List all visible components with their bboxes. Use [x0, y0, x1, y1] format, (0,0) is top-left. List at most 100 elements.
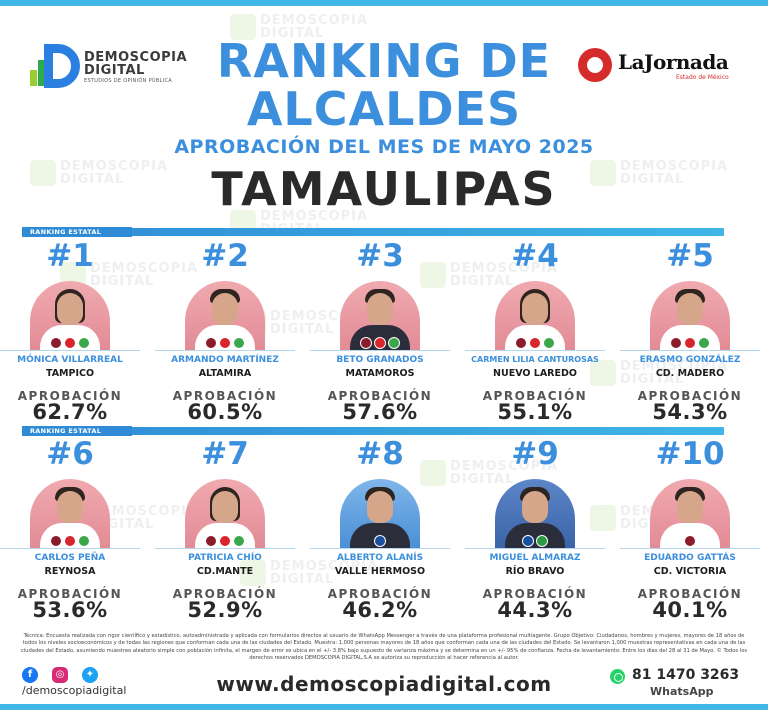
social-handle[interactable]: /demoscopiadigital — [22, 684, 127, 697]
approval-label: APROBACIÓN — [172, 389, 278, 403]
party-badges — [30, 535, 110, 547]
mayor-card: #10 EDUARDO GATTÁS CD. VICTORIA APROBACI… — [620, 439, 760, 629]
approval-value: 62.7% — [32, 400, 108, 424]
facebook-icon[interactable]: f — [22, 666, 38, 683]
divider — [620, 350, 760, 351]
mayor-card: #8 ALBERTO ALANÍS VALLE HERMOSO APROBACI… — [310, 439, 450, 629]
top-border — [0, 0, 768, 6]
pan-party-icon — [374, 535, 386, 547]
mayor-city: ALTAMIRA — [198, 368, 252, 379]
mayor-photo — [650, 479, 730, 549]
methodology-footnote: Técnica: Encuesta realizada con rigor ci… — [20, 633, 748, 662]
mayor-name: ERASMO GONZÁLEZ — [639, 355, 741, 365]
state-title: TAMAULIPAS — [211, 162, 557, 216]
party-badges — [495, 337, 575, 349]
mayor-city: CD.MANTE — [196, 566, 254, 577]
phone-number[interactable]: 81 1470 3263 — [632, 667, 740, 683]
mayor-photo — [495, 479, 575, 549]
morena-party-icon — [670, 337, 682, 349]
mayor-name: ARMANDO MARTÍNEZ — [171, 355, 279, 365]
approval-label: APROBACIÓN — [482, 587, 588, 601]
mayor-city: CD. MADERO — [655, 368, 725, 379]
mayor-name: CARMEN LILIA CANTUROSAS — [471, 355, 599, 364]
divider — [0, 350, 140, 351]
approval-label: APROBACIÓN — [327, 587, 433, 601]
mayor-name: CARLOS PEÑA — [34, 553, 106, 563]
divider — [620, 548, 760, 549]
divider — [310, 350, 450, 351]
approval-value: 54.3% — [652, 400, 728, 424]
divider — [155, 350, 295, 351]
divider — [465, 350, 605, 351]
mayor-card: #5 ERASMO GONZÁLEZ CD. MADERO APROBACIÓN… — [620, 241, 760, 431]
party-badges — [185, 337, 265, 349]
logo-name-line1: DEMOSCOPIA — [84, 50, 188, 65]
mayor-card: #6 CARLOS PEÑA REYNOSA APROBACIÓN 53.6% — [0, 439, 140, 629]
mayor-card: #3 BETO GRANADOS MATAMOROS APROBACIÓN 57… — [310, 241, 450, 431]
partner-region: Estado de México — [676, 74, 729, 81]
approval-label: APROBACIÓN — [17, 587, 123, 601]
approval-label: APROBACIÓN — [637, 587, 743, 601]
mayor-city: CD. VICTORIA — [653, 566, 727, 577]
verde-party-icon — [233, 337, 245, 349]
approval-value: 52.9% — [187, 598, 263, 622]
rank-number: #1 — [46, 238, 94, 274]
mayor-name: MÓNICA VILLARREAL — [17, 355, 123, 365]
verde-party-icon — [388, 337, 400, 349]
mayor-city: REYNOSA — [44, 566, 96, 577]
la-jornada-emblem-icon — [578, 48, 612, 82]
mayor-photo — [495, 281, 575, 351]
approval-label: APROBACIÓN — [482, 389, 588, 403]
verde-party-icon — [233, 535, 245, 547]
party-badges — [650, 337, 730, 349]
verde-party-icon — [78, 337, 90, 349]
partner-name: LaJornada — [618, 50, 729, 74]
bottom-border — [0, 704, 768, 710]
divider — [155, 548, 295, 549]
mayor-photo — [30, 281, 110, 351]
whatsapp-label: WhatsApp — [650, 685, 714, 698]
instagram-icon[interactable]: ◎ — [52, 666, 68, 683]
mayor-city: NUEVO LAREDO — [493, 368, 577, 379]
mayor-photo — [30, 479, 110, 549]
logo-name-line2: DIGITAL — [84, 63, 145, 78]
mayor-photo — [340, 479, 420, 549]
pt-party-icon — [219, 337, 231, 349]
party-badges — [495, 535, 575, 547]
mayor-card: #4 CARMEN LILIA CANTUROSAS NUEVO LAREDO … — [465, 241, 605, 431]
la-jornada-logo: LaJornada Estado de México — [578, 46, 738, 86]
party-badges — [650, 535, 730, 547]
twitter-icon[interactable]: ✦ — [82, 666, 98, 683]
pt-party-icon — [374, 337, 386, 349]
pri-party-icon — [536, 535, 548, 547]
title-line1: RANKING DE — [216, 34, 552, 88]
party-badges — [30, 337, 110, 349]
verde-party-icon — [543, 337, 555, 349]
ranking-label: RANKING ESTATAL — [22, 426, 132, 436]
morena-party-icon — [360, 337, 372, 349]
pt-party-icon — [529, 337, 541, 349]
party-badges — [185, 535, 265, 547]
pt-party-icon — [219, 535, 231, 547]
social-icons: f ◎ ✦ — [22, 664, 112, 683]
rank-number: #10 — [655, 436, 725, 472]
party-badges — [340, 337, 420, 349]
divider — [0, 548, 140, 549]
rank-number: #3 — [356, 238, 404, 274]
rank-number: #9 — [511, 436, 559, 472]
approval-label: APROBACIÓN — [637, 389, 743, 403]
mayor-name: MIGUEL ALMARAZ — [489, 553, 581, 563]
mayor-card: #7 PATRICIA CHÍO CD.MANTE APROBACIÓN 52.… — [155, 439, 295, 629]
ranking-bar — [22, 228, 724, 236]
approval-value: 44.3% — [497, 598, 573, 622]
ranking-bar — [22, 427, 724, 435]
mayor-name: BETO GRANADOS — [336, 355, 424, 365]
approval-value: 40.1% — [652, 598, 728, 622]
morena-party-icon — [515, 337, 527, 349]
morena-party-icon — [205, 337, 217, 349]
whatsapp-icon[interactable] — [610, 669, 625, 684]
mayor-photo — [185, 281, 265, 351]
demoscopia-logo-icon — [30, 44, 80, 88]
website-link[interactable]: www.demoscopiadigital.com — [216, 672, 552, 696]
mayor-photo — [185, 479, 265, 549]
